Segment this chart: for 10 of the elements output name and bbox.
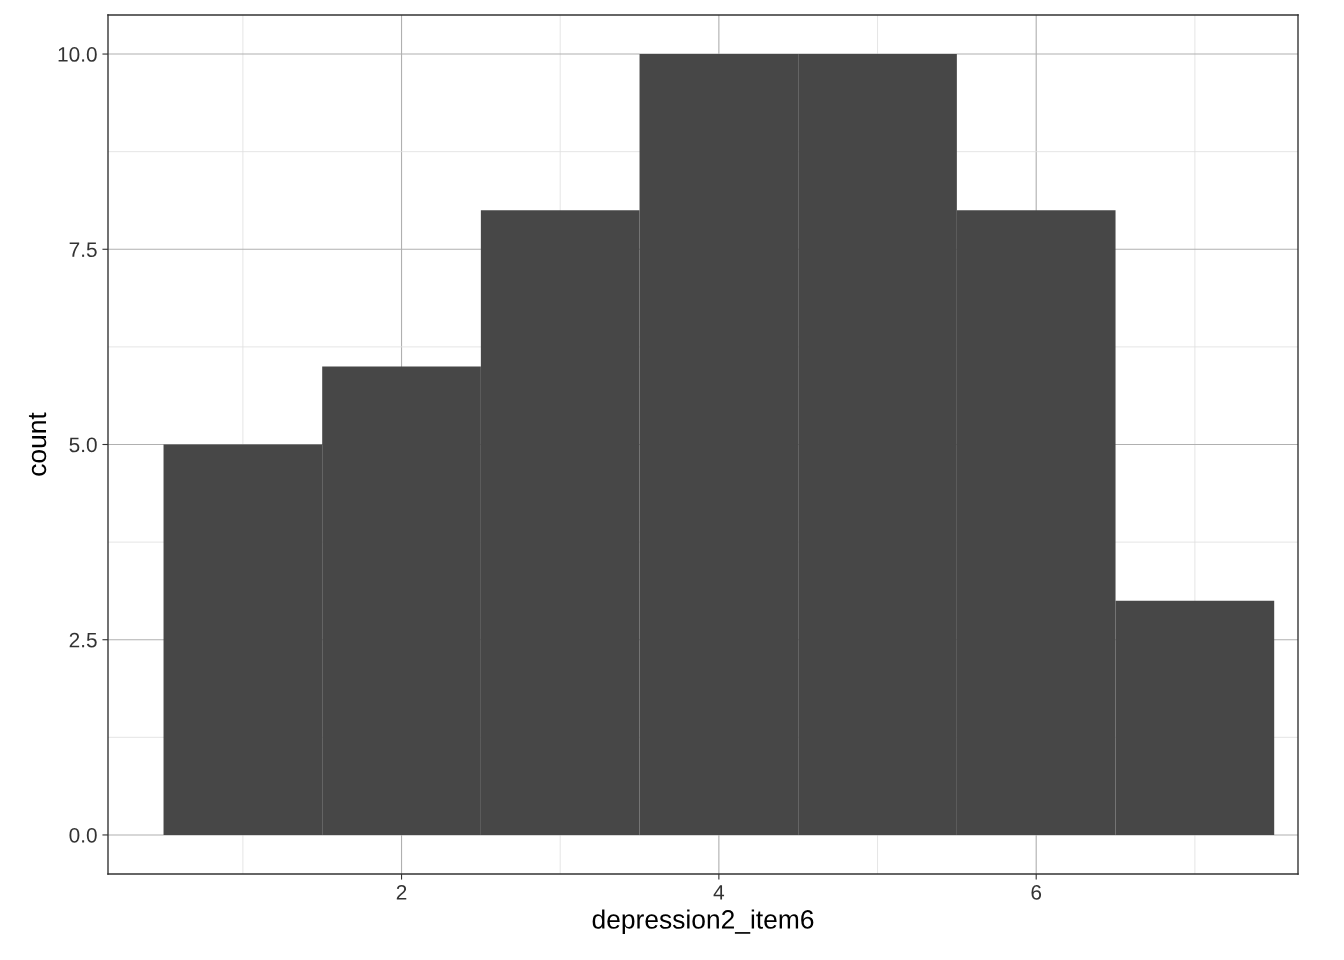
x-tick-label: 6 [1031, 884, 1042, 900]
y-tick-label: 7.5 [69, 242, 97, 258]
y-tick-label: 10.0 [58, 47, 97, 62]
y-tick-label: 0.0 [69, 827, 97, 843]
y-axis-title: count [28, 412, 47, 476]
x-tick-label: 2 [396, 884, 407, 900]
x-tick-label: 4 [713, 885, 725, 900]
x-axis-title: depression2_item6 [592, 909, 814, 934]
y-tick-label: 5.0 [69, 437, 97, 453]
y-tick-label: 2.5 [69, 632, 97, 648]
